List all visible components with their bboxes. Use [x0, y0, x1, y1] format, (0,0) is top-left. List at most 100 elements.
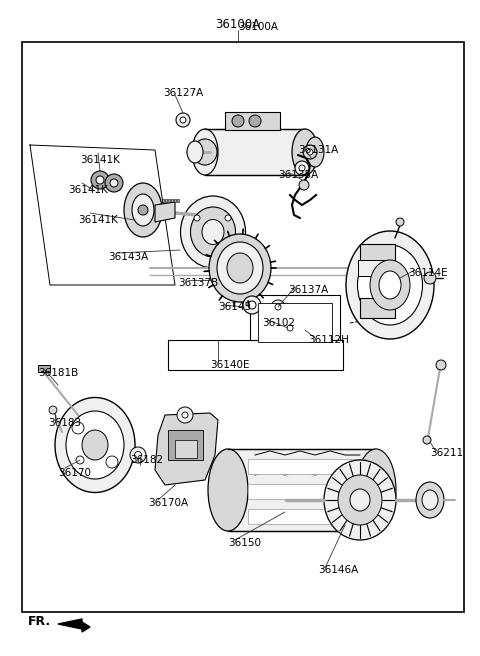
Circle shape	[106, 456, 118, 468]
Ellipse shape	[370, 260, 410, 310]
Ellipse shape	[416, 482, 444, 518]
Ellipse shape	[192, 129, 218, 175]
Circle shape	[424, 272, 436, 284]
Text: 36140E: 36140E	[210, 360, 250, 370]
Polygon shape	[174, 199, 176, 202]
Text: 36137B: 36137B	[178, 278, 218, 288]
Text: 36170A: 36170A	[148, 498, 188, 508]
Polygon shape	[171, 199, 173, 202]
Circle shape	[225, 215, 231, 221]
Text: 36170: 36170	[58, 468, 91, 478]
Text: 36137A: 36137A	[288, 285, 328, 295]
Ellipse shape	[191, 207, 236, 257]
Text: FR.: FR.	[28, 615, 51, 628]
Text: 36150: 36150	[228, 538, 261, 548]
Bar	[358, 260, 388, 276]
Ellipse shape	[134, 451, 142, 459]
Circle shape	[96, 176, 104, 184]
Ellipse shape	[193, 139, 217, 165]
Polygon shape	[162, 199, 164, 202]
Circle shape	[138, 205, 148, 215]
Ellipse shape	[422, 490, 438, 510]
Ellipse shape	[379, 271, 401, 299]
Ellipse shape	[243, 296, 261, 314]
Circle shape	[232, 115, 244, 127]
Bar	[38, 365, 50, 372]
Ellipse shape	[338, 475, 382, 525]
Text: 36183: 36183	[48, 418, 81, 428]
Text: 36131A: 36131A	[298, 145, 338, 155]
Ellipse shape	[132, 194, 154, 226]
Text: 36100A: 36100A	[238, 22, 278, 32]
Ellipse shape	[82, 430, 108, 460]
Polygon shape	[165, 199, 167, 202]
Ellipse shape	[271, 300, 285, 314]
Circle shape	[76, 456, 84, 464]
Ellipse shape	[306, 137, 324, 167]
Bar	[258, 303, 332, 342]
Circle shape	[299, 165, 305, 171]
Bar	[225, 112, 280, 130]
Bar	[248, 459, 366, 474]
Ellipse shape	[285, 323, 295, 333]
Text: 36182: 36182	[130, 455, 163, 465]
Ellipse shape	[217, 242, 263, 294]
Ellipse shape	[208, 449, 248, 531]
Bar	[168, 340, 343, 370]
Text: 36141K: 36141K	[80, 155, 120, 165]
Text: 36114E: 36114E	[408, 268, 448, 278]
Bar	[22, 42, 464, 612]
Circle shape	[436, 360, 446, 370]
Text: 36141K: 36141K	[78, 215, 118, 225]
Ellipse shape	[209, 234, 271, 302]
Ellipse shape	[202, 220, 224, 245]
Text: 36145: 36145	[218, 302, 251, 312]
Circle shape	[49, 406, 57, 414]
Text: 36102: 36102	[262, 318, 295, 328]
Circle shape	[249, 115, 261, 127]
Text: 36141K: 36141K	[68, 185, 108, 195]
Ellipse shape	[66, 411, 124, 479]
Bar	[228, 449, 376, 531]
Circle shape	[295, 161, 309, 175]
Circle shape	[182, 412, 188, 418]
Circle shape	[91, 171, 109, 189]
Circle shape	[287, 325, 293, 331]
Bar	[248, 484, 366, 499]
Ellipse shape	[356, 449, 396, 531]
Bar	[205, 129, 305, 175]
Ellipse shape	[55, 398, 135, 493]
Ellipse shape	[346, 231, 434, 339]
Text: 36112H: 36112H	[308, 335, 349, 345]
Circle shape	[177, 407, 193, 423]
Polygon shape	[58, 619, 90, 632]
Polygon shape	[177, 199, 179, 202]
Ellipse shape	[324, 460, 396, 540]
Ellipse shape	[350, 489, 370, 511]
Text: 36146A: 36146A	[318, 565, 358, 575]
Ellipse shape	[292, 129, 318, 175]
Circle shape	[423, 436, 431, 444]
Ellipse shape	[358, 245, 422, 325]
Ellipse shape	[187, 141, 203, 163]
Bar	[250, 295, 340, 350]
Circle shape	[303, 145, 317, 159]
Circle shape	[72, 422, 84, 434]
Polygon shape	[155, 202, 175, 222]
Circle shape	[105, 174, 123, 192]
Circle shape	[176, 113, 190, 127]
Ellipse shape	[130, 447, 146, 463]
Bar	[175, 440, 197, 458]
Circle shape	[396, 218, 404, 226]
Ellipse shape	[180, 196, 245, 268]
Bar	[168, 430, 203, 460]
Text: 36181B: 36181B	[38, 368, 78, 378]
Circle shape	[299, 180, 309, 190]
Polygon shape	[168, 199, 170, 202]
Bar	[360, 244, 395, 262]
Ellipse shape	[275, 304, 281, 310]
Ellipse shape	[248, 301, 256, 309]
Text: 36100A: 36100A	[216, 18, 261, 31]
Circle shape	[180, 117, 186, 123]
Circle shape	[110, 179, 118, 187]
